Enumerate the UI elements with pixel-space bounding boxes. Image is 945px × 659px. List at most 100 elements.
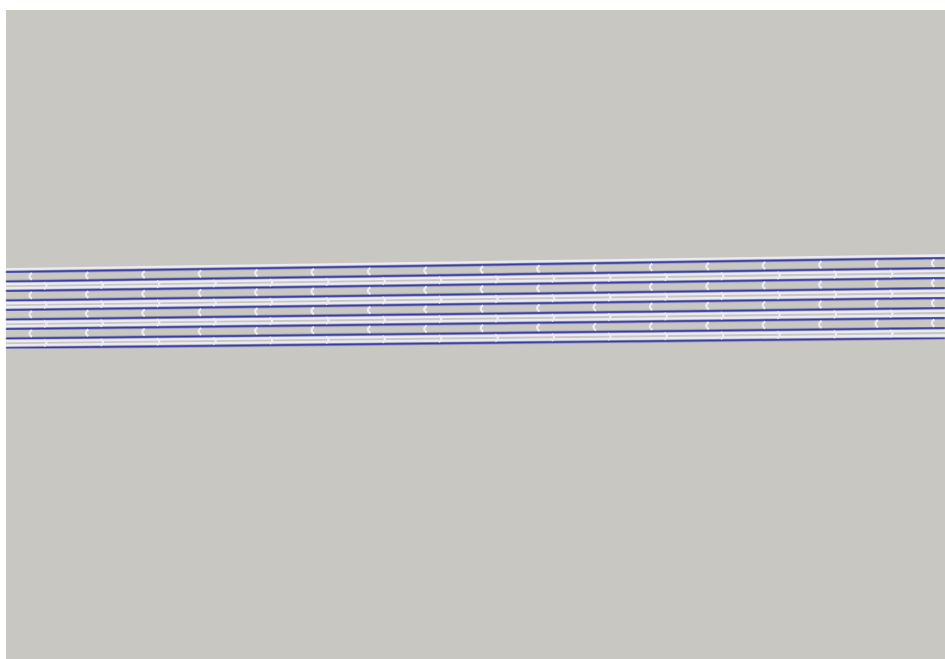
band-fold-cap (818, 280, 823, 289)
band-fold-cap (592, 263, 597, 273)
band-fold-cap (663, 292, 668, 302)
band-fold-cap (648, 282, 654, 292)
band-fold-cap (536, 264, 541, 274)
band-grid-line (5, 307, 945, 321)
band-fold-cap (874, 259, 879, 269)
band-fold-cap (776, 310, 781, 320)
band-grid-line (5, 277, 945, 292)
band-highlight-line (5, 274, 945, 290)
band-fold-cap (366, 286, 372, 295)
band-fold-cap (776, 290, 781, 300)
band-fold-cap (325, 316, 330, 325)
band-fold-cap (197, 269, 202, 279)
band-fold-cap (479, 323, 484, 333)
band-fold-cap (381, 334, 386, 344)
band-fold-cap (99, 338, 104, 347)
band-fold-cap (84, 290, 90, 299)
band-fold-cap (663, 331, 668, 341)
band-fold-cap (832, 290, 838, 299)
band-highlight-line (5, 289, 945, 305)
band-fold-cap (212, 298, 217, 307)
band-fold-cap (310, 325, 315, 335)
band-fold-cap (592, 302, 597, 312)
band-fold-cap (438, 275, 443, 285)
band-fold-cap (494, 314, 499, 323)
band-fold-cap (28, 272, 33, 281)
band-fold-cap (550, 293, 556, 303)
band-fold-cap (84, 309, 90, 318)
band-fold-cap (776, 330, 781, 340)
band-grid-line (5, 257, 945, 273)
band-fold-cap (930, 258, 936, 268)
band-highlight-line (5, 329, 945, 343)
band-fold-cap (761, 300, 766, 310)
band-fold-cap (310, 306, 315, 316)
band-fold-cap (705, 281, 710, 291)
band-fold-cap (930, 298, 936, 308)
band-fold-cap (28, 329, 33, 338)
band-fold-cap (43, 300, 48, 310)
band-fold-cap (423, 266, 428, 275)
band-fold-cap (254, 268, 259, 278)
band-fold-cap (832, 329, 838, 339)
band-fold-cap (874, 299, 879, 309)
band-fold-cap (832, 270, 838, 280)
band-fold-cap (28, 310, 33, 319)
band-fold-cap (268, 297, 274, 307)
band-fold-cap (423, 305, 428, 314)
band-fold-cap (43, 319, 48, 329)
deformed-cell-band (5, 254, 945, 352)
band-fold-cap (761, 320, 766, 330)
band-fold-cap (536, 303, 541, 313)
band-fold-cap (156, 279, 161, 289)
horizontal-grid-lines (6, 43, 945, 617)
band-fold-cap (366, 305, 372, 315)
band-fold-cap (156, 337, 161, 346)
band-fold-cap (212, 317, 217, 327)
band-fold-cap (325, 277, 330, 287)
band-fold-cap (366, 267, 372, 276)
band-fold-cap (720, 331, 725, 340)
band-fold-cap (705, 262, 710, 271)
band-fold-cap (832, 310, 838, 319)
band-fold-cap (663, 312, 668, 321)
band-fold-cap (818, 260, 823, 270)
band-fold-cap (197, 308, 202, 317)
band-fold-cap (438, 295, 443, 304)
band-fold-cap (705, 321, 710, 330)
band-fold-cap (776, 271, 781, 280)
band-fold-cap (479, 265, 484, 274)
band-fold-cap (99, 318, 104, 328)
band-highlight-line (5, 314, 945, 328)
band-fold-cap (889, 269, 894, 279)
band-fold-cap (818, 319, 823, 329)
band-fold-cap (43, 281, 48, 290)
band-fold-cap (310, 267, 315, 277)
band-fold-cap (889, 309, 894, 319)
band-fold-cap (325, 335, 330, 345)
band-fold-cap (325, 296, 330, 306)
band-highlight-line (5, 254, 945, 271)
band-fold-cap (141, 270, 146, 279)
band-fold-cap (438, 334, 443, 343)
band-fold-cap (818, 300, 823, 309)
band-fold-cap (141, 308, 146, 318)
band-fold-cap (381, 276, 386, 286)
band-fold-cap (930, 278, 936, 288)
band-fold-cap (889, 289, 894, 299)
band-fold-cap (648, 262, 654, 272)
band-grid-line (5, 327, 945, 340)
band-fold-cap (889, 329, 894, 339)
band-fold-cap (592, 283, 597, 292)
band-grid-line (5, 297, 945, 311)
band-fold-cap (550, 313, 556, 323)
mesh-surface (6, 10, 945, 659)
band-fold-cap (84, 271, 90, 280)
band-fold-cap (268, 336, 274, 345)
band-fold-cap (550, 333, 556, 342)
band-fold-cap (197, 288, 202, 298)
band-fold-cap (930, 318, 936, 328)
band-fold-cap (366, 325, 372, 334)
